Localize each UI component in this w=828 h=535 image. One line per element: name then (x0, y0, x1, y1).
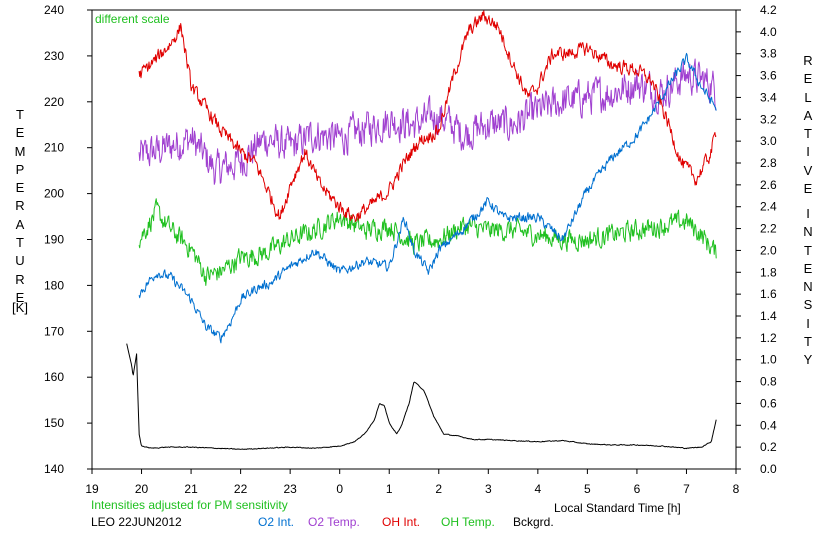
series-layer (126, 10, 717, 450)
right-tick-label: 2.0 (760, 243, 777, 257)
right-tick-label: 0.2 (760, 440, 777, 454)
left-tick-label: 160 (44, 370, 64, 384)
right-tick-label: 0.8 (760, 375, 777, 389)
right-tick-label: 3.6 (760, 69, 777, 83)
axis-title-letter: R (803, 53, 813, 68)
right-tick-label: 1.2 (760, 331, 777, 345)
x-tick-label: 20 (135, 482, 149, 496)
x-axis: 19 20 21 22 23 0 1 2 3 4 5 6 7 8 (85, 469, 740, 496)
right-tick-label: 0.4 (760, 418, 777, 432)
axis-title-letter: A (15, 216, 25, 232)
axis-title-letter: T (804, 334, 812, 350)
right-tick-label: 0.6 (760, 396, 777, 410)
axis-title-letter: E (803, 71, 813, 87)
axis-title-letter: E (15, 289, 25, 305)
axis-title-letter: T (16, 235, 24, 251)
right-tick-label: 1.0 (760, 353, 777, 367)
legend-item: O2 Int. (258, 515, 295, 529)
left-tick-label: 190 (44, 233, 64, 247)
right-tick-label: 1.6 (760, 287, 777, 301)
x-tick-label: 2 (435, 482, 442, 496)
legend-item: OH Int. (382, 515, 421, 529)
left-axis-unit: [K] (12, 300, 28, 315)
right-tick-label: 2.4 (760, 200, 777, 214)
right-tick-label: 1.4 (760, 309, 777, 323)
x-axis-label: Local Standard Time [h] (554, 501, 681, 515)
left-tick-label: 140 (44, 462, 64, 476)
x-tick-label: 0 (336, 482, 343, 496)
axis-title-letter: P (15, 161, 25, 177)
axis-title-letter: I (806, 206, 810, 221)
x-tick-label: 8 (733, 482, 740, 496)
left-tick-label: 150 (44, 416, 64, 430)
right-tick-label: 3.4 (760, 90, 777, 104)
left-tick-label: 240 (44, 3, 64, 17)
series-o2_int (138, 52, 717, 344)
right-tick-label: 2.2 (760, 222, 777, 236)
axis-title-letter: E (15, 125, 25, 141)
left-tick-label: 180 (44, 278, 64, 292)
axis-title-letter: E (803, 181, 813, 197)
legend-item: O2 Temp. (308, 515, 360, 529)
pm-sensitivity-note: Intensities adjusted for PM sensitivity (91, 498, 288, 512)
axis-title-letter: R (15, 198, 25, 214)
left-tick-label: 170 (44, 324, 64, 338)
right-tick-label: 4.0 (760, 25, 777, 39)
axis-title-letter: I (806, 144, 810, 160)
axis-title-letter: I (806, 315, 810, 331)
axis-title-letter: S (803, 297, 813, 313)
right-tick-label: 3.2 (760, 112, 777, 126)
x-tick-label: 23 (283, 482, 297, 496)
axis-title-letter: R (15, 271, 25, 287)
legend-item: OH Temp. (441, 515, 495, 529)
scale-annotation: different scale (95, 12, 170, 26)
axis-title-letter: M (14, 143, 26, 159)
x-tick-label: 19 (85, 482, 99, 496)
right-tick-label: 1.8 (760, 265, 777, 279)
x-tick-label: 6 (634, 482, 641, 496)
station-date: LEO 22JUN2012 (91, 515, 182, 529)
x-tick-label: 4 (535, 482, 542, 496)
series-oh_int (138, 10, 717, 222)
series-bckgrd (126, 343, 717, 450)
axis-title-letter: N (803, 279, 813, 295)
axis-title-letter: N (803, 224, 813, 240)
series-oh_temp (138, 198, 717, 286)
x-tick-label: 21 (184, 482, 198, 496)
axis-title-letter: A (803, 107, 813, 123)
left-tick-label: 230 (44, 49, 64, 63)
axis-title-letter: T (804, 126, 812, 142)
legend-item: Bckgrd. (513, 515, 554, 529)
right-tick-label: 3.8 (760, 47, 777, 61)
x-tick-label: 22 (234, 482, 248, 496)
left-tick-label: 210 (44, 141, 64, 155)
series-o2_temp (138, 58, 717, 185)
x-tick-label: 7 (683, 482, 690, 496)
x-tick-label: 3 (485, 482, 492, 496)
axis-title-letter: L (804, 89, 812, 105)
axis-title-letter: E (15, 180, 25, 196)
right-tick-label: 2.6 (760, 178, 777, 192)
right-tick-label: 0.0 (760, 462, 777, 476)
x-tick-label: 1 (386, 482, 393, 496)
left-tick-label: 220 (44, 95, 64, 109)
axis-title-letter: U (15, 253, 25, 269)
right-axis: 0.0 0.2 0.4 0.6 0.8 1.0 1.2 1.4 1.6 1.8 2.0 2.2 2.4 2… (736, 3, 777, 476)
axis-title-letter: T (16, 107, 24, 122)
axis-title-letter: Y (803, 352, 813, 368)
axis-title-letter: V (803, 162, 813, 178)
left-axis: 140 150 160 170 180 190 200 210 220 230 240 (44, 3, 92, 476)
right-tick-label: 4.2 (760, 3, 777, 17)
right-tick-label: 3.0 (760, 134, 777, 148)
x-tick-label: 5 (584, 482, 591, 496)
axis-title-letter: E (803, 260, 813, 276)
axis-title-letter: T (804, 242, 812, 258)
right-tick-label: 2.8 (760, 156, 777, 170)
left-tick-label: 200 (44, 187, 64, 201)
